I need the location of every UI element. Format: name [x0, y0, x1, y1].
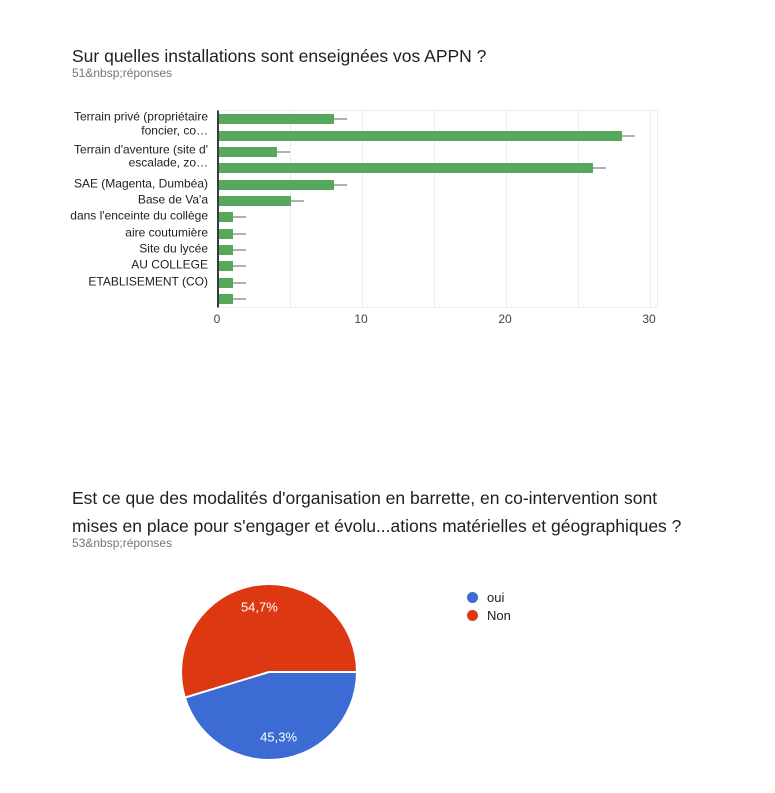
whisker	[233, 248, 247, 251]
legend-label: oui	[487, 589, 505, 605]
gridline	[506, 111, 507, 307]
legend-item-Non: Non	[467, 607, 511, 626]
whisker	[233, 281, 247, 284]
pie-slice-percent-oui: 45,3%	[260, 729, 298, 745]
bar-Terrain privé (propriétaire foncier, co…	[219, 114, 335, 125]
bar-row-2	[219, 130, 623, 141]
bar-chart-plot-area	[217, 110, 658, 308]
category-label-line: dans l'enceinte du collège	[70, 208, 208, 223]
whisker	[334, 118, 348, 121]
bar-Base de Va'a	[219, 195, 291, 206]
bar-Terrain d'aventure (site d'escalade, zo…	[219, 146, 277, 157]
whisker	[291, 199, 304, 202]
gridline	[290, 111, 291, 307]
question-title-modalites-line2: mises en place pour s'engager et évolu..…	[72, 516, 682, 536]
category-label: ETABLISEMENT (CO)	[0, 273, 208, 289]
category-label: AU COLLEGE	[0, 258, 208, 272]
category-label-line: Terrain d'aventure (site d'	[74, 142, 208, 157]
x-axis-tick-label: 10	[354, 312, 368, 326]
category-label-line: Site du lycée	[139, 241, 208, 256]
bar-row-12	[219, 293, 234, 304]
response-count-modalites: 53&nbsp;réponses	[72, 536, 173, 550]
whisker	[233, 216, 247, 219]
slice-divider	[184, 671, 270, 699]
category-label-line: AU COLLEGE	[131, 257, 208, 272]
response-count-installations: 51&nbsp;réponses	[72, 66, 173, 80]
gridline	[434, 111, 435, 307]
x-axis-tick-label: 0	[213, 312, 221, 326]
category-label-line: foncier, co…	[141, 123, 208, 138]
category-label-line: ETABLISEMENT (CO)	[88, 273, 208, 288]
category-label: Site du lycée	[0, 242, 208, 256]
legend-item-oui: oui	[467, 588, 511, 607]
question-title-modalites: Est ce que des modalités d'organisation …	[72, 484, 681, 540]
gridline	[650, 111, 651, 307]
category-label-line: Base de Va'a	[137, 192, 208, 207]
bar-aire coutumière	[219, 228, 234, 239]
category-label: aire coutumière	[0, 224, 208, 240]
gridline	[362, 111, 363, 307]
category-label: Terrain privé (propriétaire foncier, co…	[0, 109, 208, 138]
category-label: Base de Va'a	[0, 193, 208, 207]
bar-chart-x-axis-ticks: 0 10 20 30	[0, 312, 775, 328]
whisker	[233, 297, 247, 300]
whisker	[622, 134, 636, 137]
category-label-line: Terrain privé (propriétaire	[73, 109, 208, 124]
category-label-line: SAE (Magenta, Dumbéa)	[73, 175, 208, 190]
whisker	[334, 183, 348, 186]
bar-dans l'enceinte du collège	[219, 212, 234, 223]
bar-SAE (Magenta, Dumbéa)	[219, 179, 335, 190]
category-label-line: escalade, zo…	[128, 155, 208, 170]
bar-row-4	[219, 163, 594, 174]
category-label: Terrain d'aventure (site d' escalade, zo…	[0, 143, 208, 170]
pie-chart-legend: oui Non	[467, 588, 511, 625]
x-axis-tick-label: 30	[642, 312, 656, 326]
bar-chart-category-labels: Terrain privé (propriétaire foncier, co… T…	[0, 110, 211, 306]
slice-divider	[269, 671, 357, 673]
whisker	[276, 150, 290, 153]
bar-Site du lycée	[219, 244, 234, 255]
question-title-modalites-line1: Est ce que des modalités d'organisation …	[72, 488, 658, 508]
category-label: SAE (Magenta, Dumbéa)	[0, 175, 208, 191]
bar-AU COLLEGE	[219, 261, 234, 272]
pie-slice-percent-Non: 54,7%	[240, 599, 278, 615]
legend-label: Non	[487, 608, 511, 624]
legend-circle-icon	[467, 610, 478, 622]
category-label: dans l'enceinte du collège	[0, 209, 208, 223]
pie-chart	[182, 585, 357, 759]
bar-ETABLISEMENT (CO)	[219, 277, 234, 288]
whisker	[593, 167, 607, 170]
whisker	[233, 265, 247, 268]
x-axis-tick-label: 20	[498, 312, 512, 326]
gridline	[578, 111, 579, 307]
question-title-installations: Sur quelles installations sont enseignée…	[72, 46, 487, 66]
category-label-line: aire coutumière	[125, 224, 208, 239]
whisker	[233, 232, 247, 235]
legend-circle-icon	[467, 591, 478, 603]
